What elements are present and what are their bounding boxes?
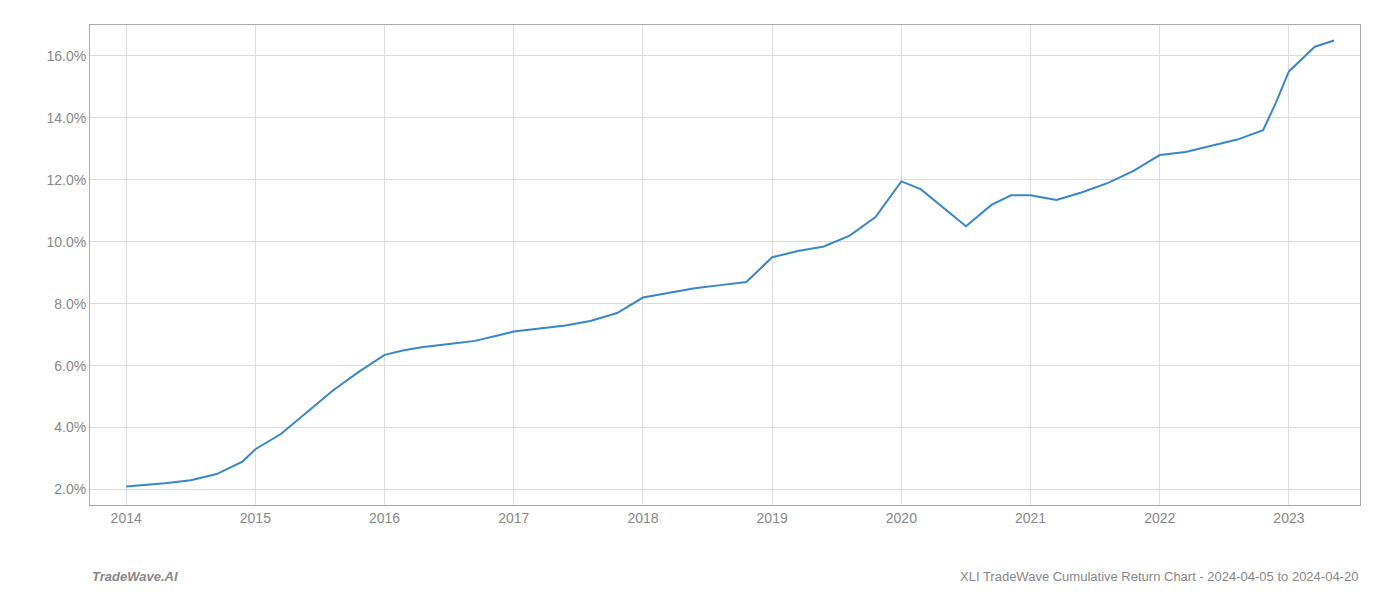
svg-text:2017: 2017 bbox=[498, 510, 529, 526]
svg-text:TradeWave.AI: TradeWave.AI bbox=[92, 569, 178, 584]
svg-text:2021: 2021 bbox=[1015, 510, 1046, 526]
svg-text:2015: 2015 bbox=[240, 510, 271, 526]
svg-text:2016: 2016 bbox=[369, 510, 400, 526]
svg-text:2020: 2020 bbox=[886, 510, 917, 526]
svg-text:4.0%: 4.0% bbox=[54, 419, 86, 435]
svg-text:16.0%: 16.0% bbox=[46, 48, 86, 64]
svg-text:2023: 2023 bbox=[1273, 510, 1304, 526]
svg-text:XLI TradeWave Cumulative Retur: XLI TradeWave Cumulative Return Chart - … bbox=[960, 569, 1358, 584]
svg-text:2.0%: 2.0% bbox=[54, 481, 86, 497]
svg-text:8.0%: 8.0% bbox=[54, 296, 86, 312]
svg-text:10.0%: 10.0% bbox=[46, 234, 86, 250]
svg-text:12.0%: 12.0% bbox=[46, 172, 86, 188]
svg-text:2022: 2022 bbox=[1144, 510, 1175, 526]
svg-text:6.0%: 6.0% bbox=[54, 358, 86, 374]
svg-text:2018: 2018 bbox=[627, 510, 658, 526]
svg-text:2014: 2014 bbox=[111, 510, 142, 526]
svg-text:2019: 2019 bbox=[757, 510, 788, 526]
svg-text:14.0%: 14.0% bbox=[46, 110, 86, 126]
